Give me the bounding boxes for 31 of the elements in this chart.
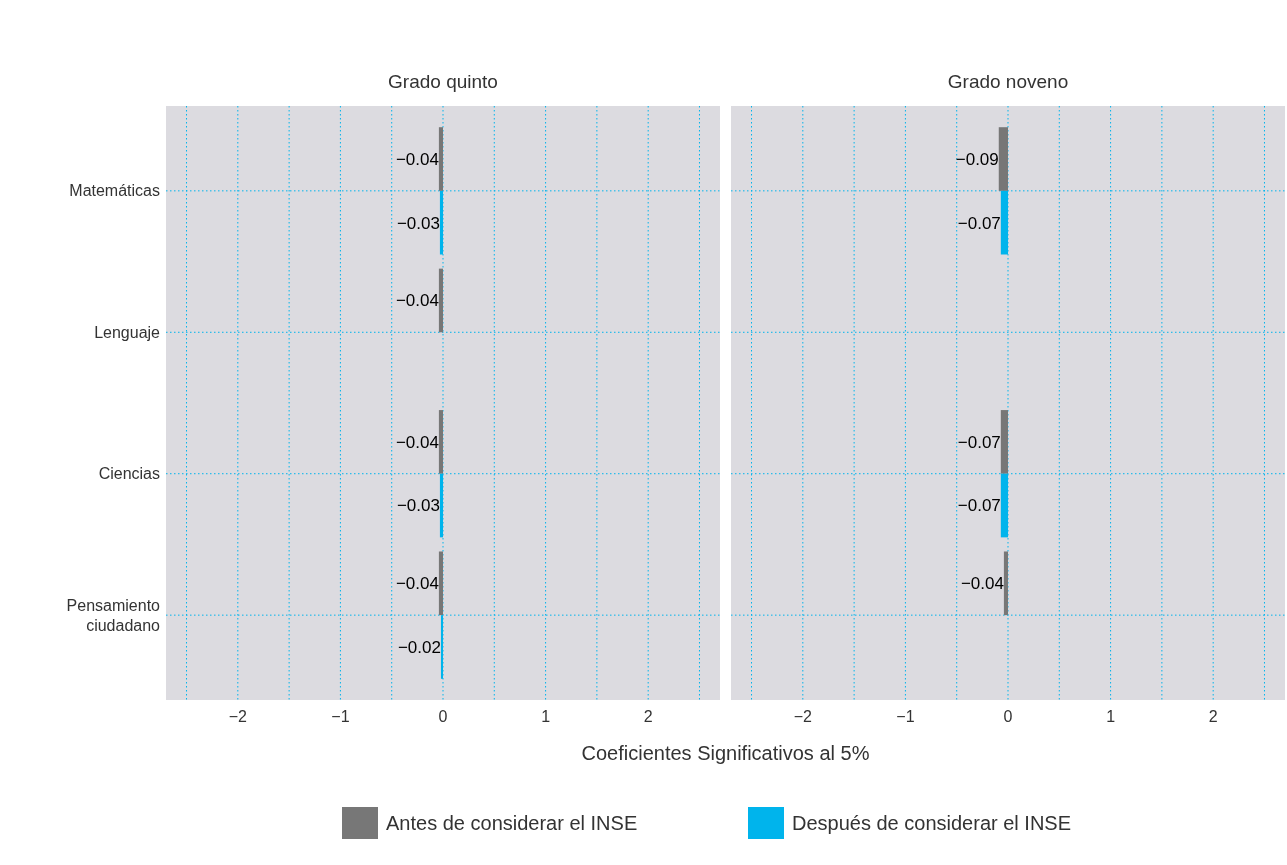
y-tick-label: Matemáticas	[69, 182, 160, 200]
x-axis-title: Coeficientes Significativos al 5%	[581, 742, 870, 764]
data-label: −0.07	[957, 213, 1001, 233]
data-label: −0.03	[396, 213, 440, 233]
x-tick-label: 1	[1106, 708, 1116, 725]
x-tick-label: −1	[331, 708, 350, 725]
x-tick-label: −2	[228, 708, 248, 725]
x-tick-label: 1	[541, 708, 551, 725]
data-label: −0.04	[395, 291, 439, 311]
data-label: −0.03	[396, 496, 440, 516]
x-tick-label: −1	[896, 708, 915, 725]
chart-title: Grado quinto	[388, 71, 498, 92]
legend-label: Antes de considerar el INSE	[386, 812, 638, 834]
data-label: −0.09	[955, 149, 999, 169]
chart-title: Grado noveno	[947, 71, 1069, 92]
x-tick-label: −2	[793, 708, 813, 725]
y-tick-label: Lenguaje	[94, 323, 161, 341]
x-tick-label: 0	[1003, 708, 1013, 725]
data-label: −0.07	[957, 496, 1001, 516]
data-label: −0.02	[397, 637, 441, 657]
data-label: −0.04	[395, 149, 439, 169]
y-tick-label: Pensamiento ciudadano	[66, 596, 161, 634]
x-tick-label: 0	[438, 708, 448, 725]
data-label: −0.04	[960, 574, 1004, 594]
legend-label: Después de considerar el INSE	[792, 812, 1072, 834]
x-tick-label: 2	[1208, 708, 1218, 725]
y-tick-label: Ciencias	[98, 465, 160, 483]
data-label: −0.04	[395, 432, 439, 452]
data-label: −0.07	[957, 432, 1001, 452]
x-tick-label: 2	[643, 708, 653, 725]
data-label: −0.04	[395, 574, 439, 594]
